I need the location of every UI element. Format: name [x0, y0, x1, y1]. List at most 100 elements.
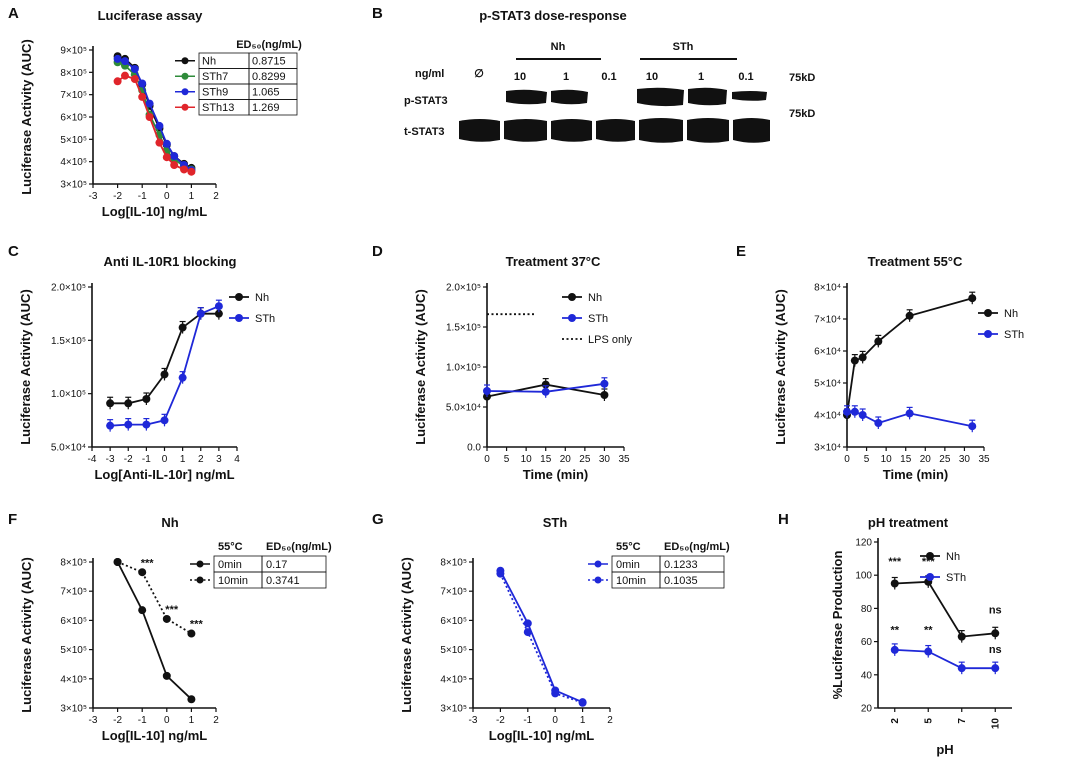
- x-tick-label: 0: [164, 715, 170, 726]
- legend-label: Nh: [255, 292, 269, 304]
- blot-row-label-tstat3: t-STAT3: [404, 126, 445, 138]
- x-axis-label: Log[Anti-IL-10r] ng/mL: [94, 467, 234, 482]
- x-tick-label: 1: [580, 715, 586, 726]
- legend-marker: [984, 330, 992, 338]
- x-tick-label: 7: [957, 718, 968, 724]
- data-point: [162, 614, 171, 623]
- x-tick-label: 5: [864, 454, 870, 465]
- data-point: [170, 161, 179, 170]
- y-tick-label: 8×10⁵: [60, 558, 87, 569]
- data-point: [924, 647, 933, 656]
- y-tick-label: 5×10⁵: [60, 135, 87, 146]
- series-0min: [496, 566, 587, 707]
- legend-label: Nh: [946, 551, 960, 563]
- x-tick-label: -2: [124, 454, 133, 465]
- series-line: [117, 58, 192, 171]
- data-point: [142, 420, 151, 429]
- y-tick-label: 8×10⁵: [440, 558, 467, 569]
- data-point: [162, 139, 171, 148]
- series-0min: [113, 558, 196, 704]
- data-point: [874, 337, 883, 346]
- data-point: [145, 99, 154, 108]
- legend-marker: [594, 576, 602, 584]
- y-tick-label: 3×10⁴: [814, 443, 841, 454]
- legend-label: Nh: [588, 292, 602, 304]
- x-tick-label: 1: [180, 454, 186, 465]
- x-axis-label: Log[IL-10] ng/mL: [102, 728, 207, 743]
- data-point: [196, 309, 205, 318]
- y-axis-label: Luciferase Activity (AUC): [19, 39, 34, 195]
- x-tick-label: 1: [189, 715, 195, 726]
- legend-table-header: ED₅₀(ng/mL): [266, 541, 332, 553]
- x-tick-label: 0: [164, 191, 170, 202]
- data-point: [138, 606, 147, 615]
- data-point: [178, 373, 187, 382]
- y-tick-label: 1.0×10⁵: [446, 363, 481, 374]
- blot-group-label-nh: Nh: [551, 41, 566, 53]
- x-tick-label: 20: [920, 454, 932, 465]
- blot-unit-label: ng/ml: [415, 68, 444, 80]
- x-tick-label: 0: [484, 454, 490, 465]
- chart-panel-d: Treatment 37°C 0.0 5.0×10⁴ 1.0×10⁵ 1.5×10⁵ 2.…: [413, 254, 633, 482]
- significance-label: ***: [165, 604, 179, 616]
- legend-table-cell: [659, 571, 725, 589]
- series-line: [499, 573, 583, 704]
- data-point: [155, 138, 164, 147]
- data-point: [124, 420, 133, 429]
- x-tick-label: 15: [540, 454, 552, 465]
- legend-marker: [568, 293, 576, 301]
- y-tick-label: 1.0×10⁵: [51, 389, 86, 400]
- data-point: [214, 309, 223, 318]
- legend-marker: [196, 560, 204, 568]
- series-sth13: [113, 71, 196, 176]
- data-point: [600, 391, 609, 399]
- blot-bands-tstat3: [459, 118, 770, 143]
- legend-table-header: ED₅₀(ng/mL): [236, 39, 302, 51]
- legend-table-name: STh13: [202, 102, 234, 114]
- y-tick-label: 6×10⁴: [814, 347, 841, 358]
- y-axis-label: Luciferase Activity (AUC): [399, 557, 414, 713]
- data-point: [968, 294, 977, 303]
- x-axis-label: pH: [936, 742, 953, 757]
- chart-panel-e: Treatment 55°C 3×10⁴ 4×10⁴ 5×10⁴ 6×10⁴ 7×10⁴ 8…: [773, 254, 1024, 482]
- x-tick-label: 1: [189, 191, 195, 202]
- blot-panel: p-STAT3 dose-response Nh STh ng/ml ∅ 10 …: [404, 8, 815, 143]
- y-tick-label: 5.0×10⁴: [51, 443, 86, 454]
- chart-panel-c: Anti IL-10R1 blocking 5.0×10⁴ 1.0×10⁵ 1.5×1…: [18, 254, 275, 482]
- legend-table-value: 0.1233: [664, 559, 698, 571]
- legend-marker: [181, 72, 189, 80]
- legend-marker: [984, 309, 992, 317]
- significance-label: ***: [141, 557, 155, 569]
- legend-table-value: 0.3741: [266, 575, 300, 587]
- data-point: [113, 558, 122, 566]
- series-sth: [843, 405, 977, 433]
- data-point: [991, 629, 1000, 638]
- y-tick-label: 5×10⁵: [60, 645, 87, 656]
- y-tick-label: 4×10⁵: [440, 674, 467, 685]
- x-tick-label: -1: [138, 191, 147, 202]
- x-tick-label: 0: [162, 454, 168, 465]
- data-point: [850, 407, 859, 416]
- series-line: [894, 649, 996, 670]
- legend-label: STh: [1004, 329, 1024, 341]
- x-tick-label: -3: [106, 454, 115, 465]
- blot-kd-label-top: 75kD: [789, 72, 815, 84]
- y-tick-label: 2.0×10⁵: [51, 283, 86, 294]
- y-tick-label: 8×10⁴: [814, 283, 841, 294]
- y-tick-label: 0.0: [467, 443, 481, 454]
- panel-letter-f: F: [8, 511, 17, 528]
- x-tick-label: 15: [900, 454, 912, 465]
- x-tick-label: 0: [844, 454, 850, 465]
- series-line: [116, 561, 193, 700]
- x-tick-label: -4: [88, 454, 97, 465]
- y-tick-label: 7×10⁴: [814, 315, 841, 326]
- y-tick-label: 6×10⁵: [60, 113, 87, 124]
- x-tick-label: 10: [521, 454, 533, 465]
- legend-label: LPS only: [588, 334, 633, 346]
- legend-marker: [196, 576, 204, 584]
- x-tick-label: 20: [560, 454, 572, 465]
- data-point: [178, 323, 187, 332]
- blot-row-label-pstat3: p-STAT3: [404, 95, 448, 107]
- data-point: [858, 411, 867, 419]
- legend-table-header-left: 55°C: [218, 541, 243, 553]
